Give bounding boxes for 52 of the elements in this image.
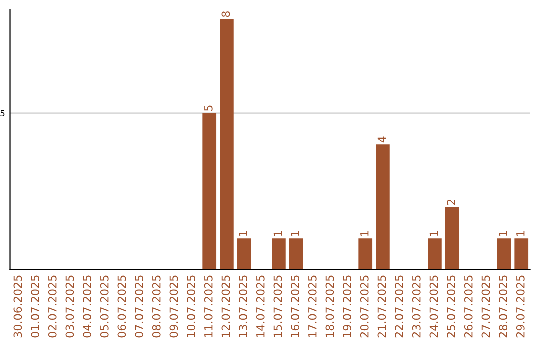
data-label: 1 (516, 231, 525, 236)
x-tick-label: 09.07.2025 (170, 276, 178, 338)
data-label: 1 (239, 231, 248, 236)
x-tick-label: 29.07.2025 (516, 276, 525, 338)
x-tick-label: 17.07.2025 (308, 276, 317, 338)
data-label: 1 (274, 231, 282, 236)
x-tick-label: 02.07.2025 (48, 276, 57, 338)
bar (497, 238, 512, 270)
data-label: 1 (430, 231, 438, 236)
x-tick-label: 04.07.2025 (83, 276, 92, 338)
data-label: 1 (291, 231, 300, 236)
bar (428, 238, 442, 270)
x-tick-label: 05.07.2025 (100, 276, 109, 338)
x-tick-label: 23.07.2025 (412, 276, 421, 338)
x-tick-label: 07.07.2025 (135, 276, 144, 338)
bar (376, 144, 390, 270)
x-tick-label: 18.07.2025 (326, 276, 334, 338)
data-label: 2 (447, 200, 456, 206)
x-tick-label: 16.07.2025 (291, 276, 300, 338)
data-label: 4 (378, 136, 386, 143)
bar (514, 238, 529, 270)
x-tick-label: 13.07.2025 (239, 276, 248, 338)
x-tick-label: 28.07.2025 (499, 276, 508, 338)
x-tick-label: 15.07.2025 (274, 276, 282, 338)
x-tick-label: 19.07.2025 (343, 276, 352, 338)
x-tick-label: 20.07.2025 (360, 276, 369, 338)
x-tick-label: 24.07.2025 (430, 276, 438, 338)
data-label: 1 (499, 231, 508, 236)
bar (202, 113, 217, 270)
data-label: 8 (222, 12, 230, 18)
bar (358, 238, 373, 270)
x-tick-label: 21.07.2025 (378, 276, 386, 338)
x-tick-label: 27.07.2025 (482, 276, 490, 338)
x-tick-label: 25.07.2025 (447, 276, 456, 338)
x-tick-label: 03.07.2025 (66, 276, 74, 338)
data-label: 5 (204, 106, 213, 112)
x-tick-label: 30.06.2025 (14, 276, 22, 338)
x-tick-label: 12.07.2025 (222, 276, 230, 338)
x-tick-label: 10.07.2025 (187, 276, 196, 338)
bar (237, 238, 252, 270)
x-tick-label: 22.07.2025 (395, 276, 404, 338)
data-label: 1 (360, 231, 369, 236)
bar (289, 238, 304, 270)
x-tick-label: 08.07.2025 (152, 276, 161, 338)
bar (445, 207, 460, 270)
x-tick-label: 01.07.2025 (31, 276, 40, 338)
x-tick-label: 26.07.2025 (464, 276, 473, 338)
x-tick-label: 14.07.2025 (256, 276, 265, 338)
bar (220, 19, 234, 270)
bar (272, 238, 286, 270)
x-tick-label: 06.07.2025 (118, 276, 126, 338)
x-tick-label: 11.07.2025 (204, 276, 213, 338)
